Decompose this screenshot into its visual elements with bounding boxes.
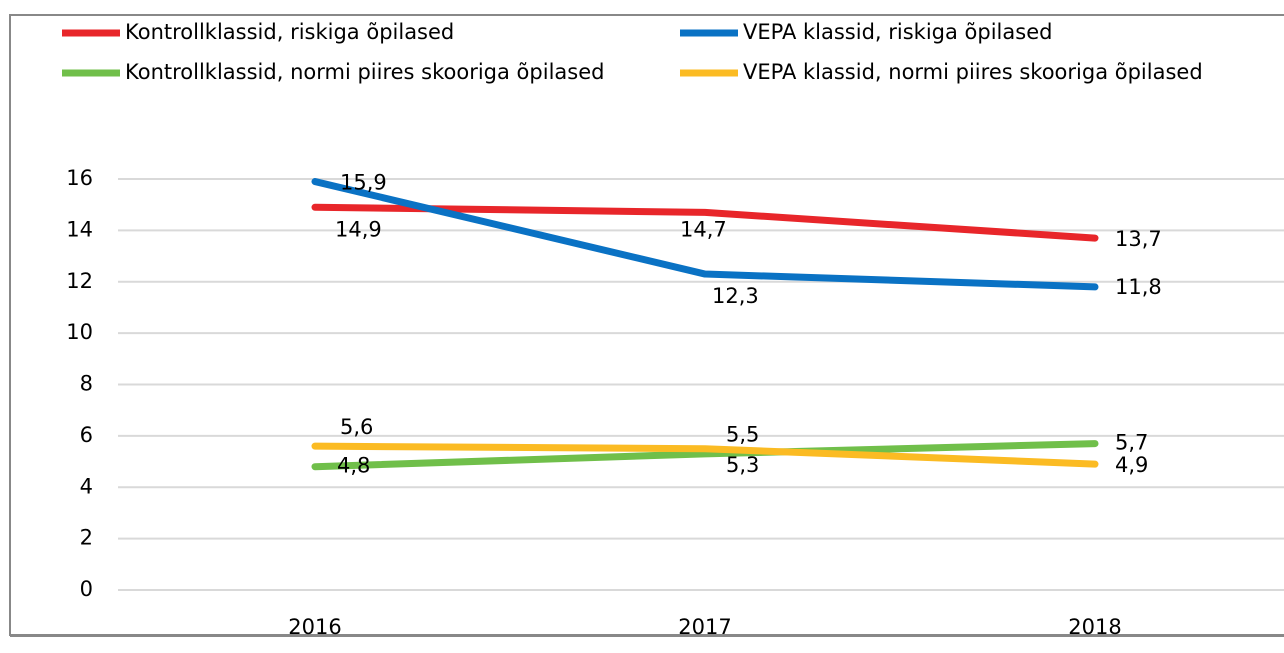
- series-line: [311, 442, 1099, 468]
- y-tick-label: 6: [80, 423, 93, 447]
- y-tick-label: 8: [80, 372, 93, 396]
- data-label: 11,8: [1115, 275, 1162, 299]
- data-label: 5,5: [726, 423, 759, 447]
- data-label: 4,9: [1115, 453, 1148, 477]
- y-tick-label: 0: [80, 577, 93, 601]
- legend-label: Kontrollklassid, normi piires skooriga õ…: [125, 60, 604, 84]
- series-line: [311, 178, 1099, 291]
- legend-label: VEPA klassid, riskiga õpilased: [743, 20, 1052, 44]
- data-label: 4,8: [337, 454, 370, 478]
- x-tick-label: 2016: [288, 615, 341, 639]
- data-label: 5,6: [340, 415, 373, 439]
- data-label: 5,3: [726, 453, 759, 477]
- y-tick-label: 4: [80, 474, 93, 498]
- data-label: 12,3: [712, 284, 759, 308]
- series-line: [311, 440, 1099, 471]
- x-tick-label: 2017: [678, 615, 731, 639]
- y-tick-label: 10: [66, 320, 93, 344]
- chart-frame: [9, 14, 1284, 636]
- y-tick-label: 16: [66, 166, 93, 190]
- legend-label: VEPA klassid, normi piires skooriga õpil…: [743, 60, 1203, 84]
- x-tick-label: 2018: [1068, 615, 1121, 639]
- data-label: 14,9: [335, 217, 382, 241]
- data-label: 13,7: [1115, 227, 1162, 251]
- legend-label: Kontrollklassid, riskiga õpilased: [125, 20, 454, 44]
- data-label: 14,7: [680, 217, 727, 241]
- data-label: 5,7: [1115, 431, 1148, 455]
- y-tick-label: 14: [66, 217, 93, 241]
- y-tick-label: 2: [80, 526, 93, 550]
- data-label: 15,9: [340, 171, 387, 195]
- y-tick-label: 12: [66, 269, 93, 293]
